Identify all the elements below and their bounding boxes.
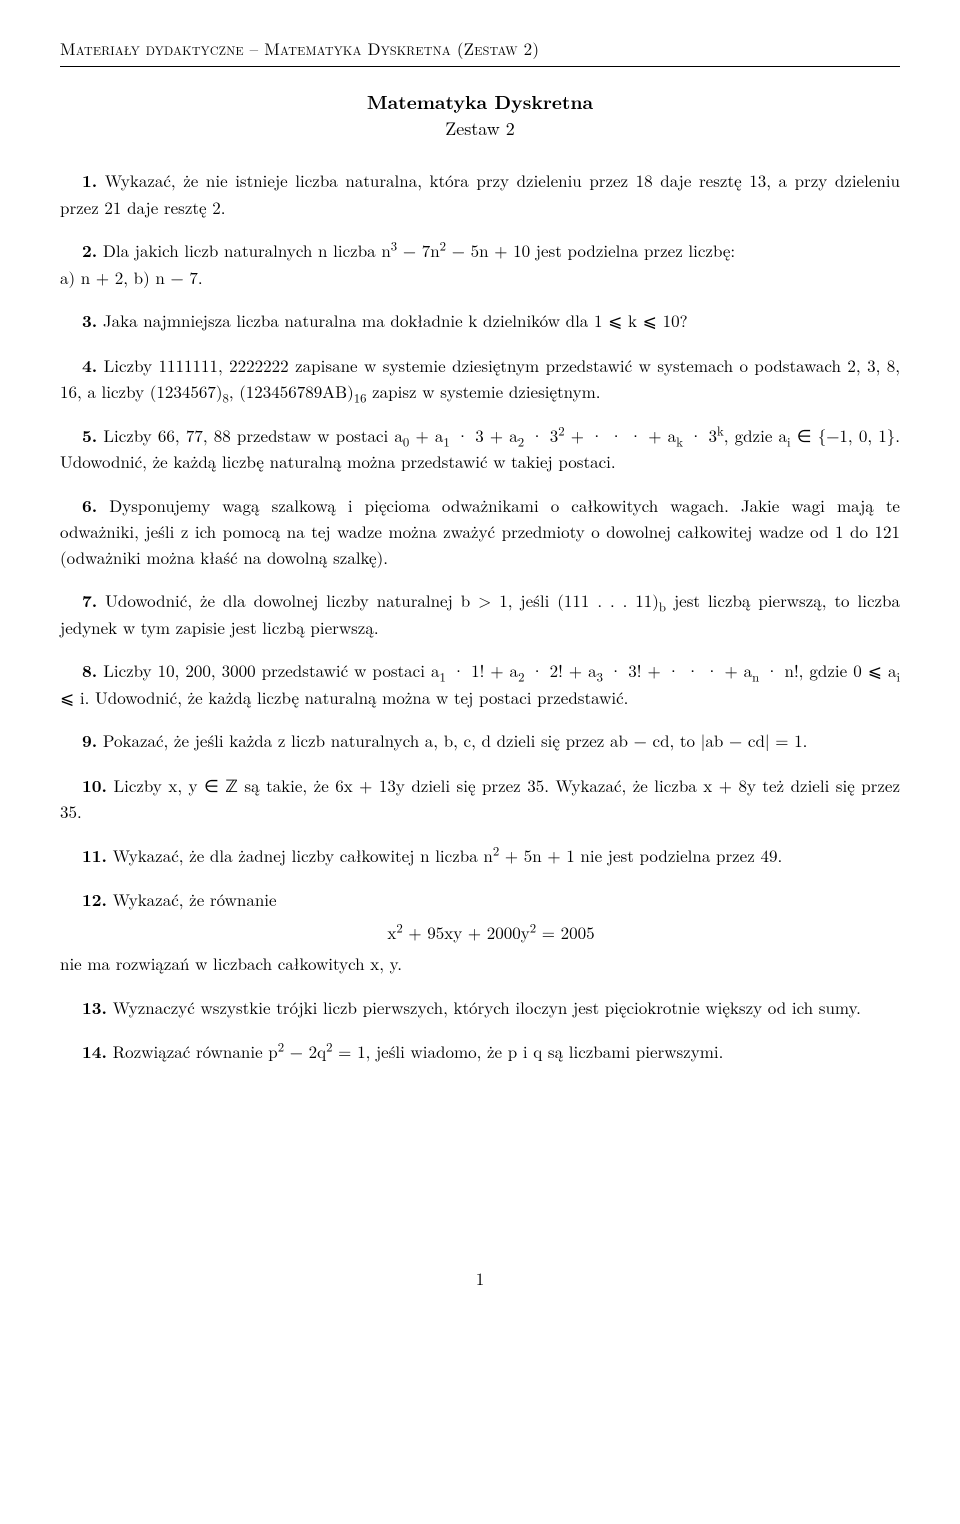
problem-text: nie ma rozwiązań w liczbach całkowitych … [60,951,900,977]
problem-text: · n!, gdzie 0 ⩽ a [759,658,896,682]
problem-text: · 3 [524,423,558,447]
subscript: k [676,432,683,450]
problem-13: 13. Wyznaczyć wszystkie trójki liczb pie… [60,995,900,1022]
problem-1: 1. Wykazać, że nie istnieje liczba natur… [60,168,900,220]
title-main: Matematyka Dyskretna [60,87,900,116]
problem-text: , (123456789AB) [229,379,354,403]
problem-2: 2. Dla jakich liczb naturalnych n liczba… [60,238,900,290]
equation-text: = 2005 [536,920,595,944]
problem-text: + 5n + 1 nie jest podzielna przez 49. [499,843,782,867]
problem-number: 11. [82,844,107,868]
problem-number: 13. [82,996,107,1020]
problem-text: + · · · + a [565,423,677,447]
problem-text: Wyznaczyć wszystkie trójki liczb pierwsz… [113,995,861,1019]
problem-12: 12. Wykazać, że równanie x2 + 95xy + 200… [60,887,900,977]
problem-text: Dla jakich liczb naturalnych n liczba n [103,238,391,262]
problem-text: − 5n + 10 jest podzielna przez liczbę: [446,238,735,262]
problem-text: Wykazać, że nie istnieje liczba naturaln… [60,168,900,219]
problem-number: 10. [82,774,107,798]
problem-7: 7. Udowodnić, że dla dowolnej liczby nat… [60,588,900,640]
problem-number: 8. [82,659,97,683]
problem-text: , gdzie a [724,423,787,447]
problem-text: + a [409,423,443,447]
problem-text: Udowodnić, że dla dowolnej liczby natura… [105,588,659,612]
problem-text: Liczby 66, 77, 88 przedstaw w postaci a [103,423,403,447]
title-block: Matematyka Dyskretna Zestaw 2 [60,87,900,143]
page-header: Materiały dydaktyczne – Matematyka Dyskr… [60,36,900,62]
exponent: k [717,421,724,439]
problem-text: Wykazać, że dla żadnej liczby całkowitej… [113,843,493,867]
equation-text: x [387,920,396,944]
problem-text: Liczby 10, 200, 3000 przedstawić w posta… [103,658,439,682]
problem-text: · 1! + a [446,658,518,682]
problem-6: 6. Dysponujemy wagą szalkową i pięcioma … [60,493,900,571]
problem-text: ⩽ i. Udowodnić, że każdą liczbę naturaln… [60,685,628,709]
problem-number: 6. [82,494,97,518]
title-subtitle: Zestaw 2 [60,115,900,142]
problem-text: · 3! + · · · + a [603,658,752,682]
header-rule [60,66,900,67]
problem-number: 9. [82,729,97,753]
problem-text: Jaka najmniejsza liczba naturalna ma dok… [103,308,688,332]
problem-text: = 1, jeśli wiadomo, że p i q są liczbami… [333,1039,724,1063]
problem-4: 4. Liczby 1111111, 2222222 zapisane w sy… [60,353,900,405]
problem-text: Liczby x, y ∈ ℤ są takie, że 6x + 13y dz… [60,773,900,824]
problem-14: 14. Rozwiązać równanie p2 − 2q2 = 1, jeś… [60,1039,900,1066]
problem-number: 14. [82,1040,107,1064]
problem-11: 11. Wykazać, że dla żadnej liczby całkow… [60,843,900,870]
problem-number: 5. [82,424,97,448]
problem-number: 4. [82,354,97,378]
problem-text: · 3 [683,423,717,447]
equation-text: + 95xy + 2000y [403,920,530,944]
problem-9: 9. Pokazać, że jeśli każda z liczb natur… [60,728,900,755]
page-number: 1 [60,1266,900,1292]
problem-text: · 3 + a [450,423,518,447]
subscript: 16 [354,388,367,406]
problem-text: · 2! + a [524,658,596,682]
equation: x2 + 95xy + 2000y2 = 2005 [60,920,900,946]
problem-number: 7. [82,589,97,613]
problem-number: 12. [82,888,107,912]
problem-text: Dysponujemy wagą szalkową i pięcioma odw… [60,493,900,569]
problem-number: 2. [82,239,97,263]
problem-text: − 2q [284,1039,326,1063]
subscript: i [896,667,900,685]
problem-3: 3. Jaka najmniejsza liczba naturalna ma … [60,308,900,335]
problem-text: Pokazać, że jeśli każda z liczb naturaln… [103,728,808,752]
problem-10: 10. Liczby x, y ∈ ℤ są takie, że 6x + 13… [60,773,900,825]
problem-number: 1. [82,169,97,193]
problem-5: 5. Liczby 66, 77, 88 przedstaw w postaci… [60,423,900,475]
problem-text: − 7n [397,238,440,262]
problem-text: Wykazać, że równanie [113,887,277,911]
subscript: b [659,597,666,615]
problem-text: zapisz w systemie dziesiętnym. [366,379,600,403]
problem-text: Rozwiązać równanie p [113,1039,278,1063]
problem-text: a) n + 2, b) n − 7. [60,265,203,289]
problem-number: 3. [82,309,97,333]
problem-8: 8. Liczby 10, 200, 3000 przedstawić w po… [60,658,900,710]
